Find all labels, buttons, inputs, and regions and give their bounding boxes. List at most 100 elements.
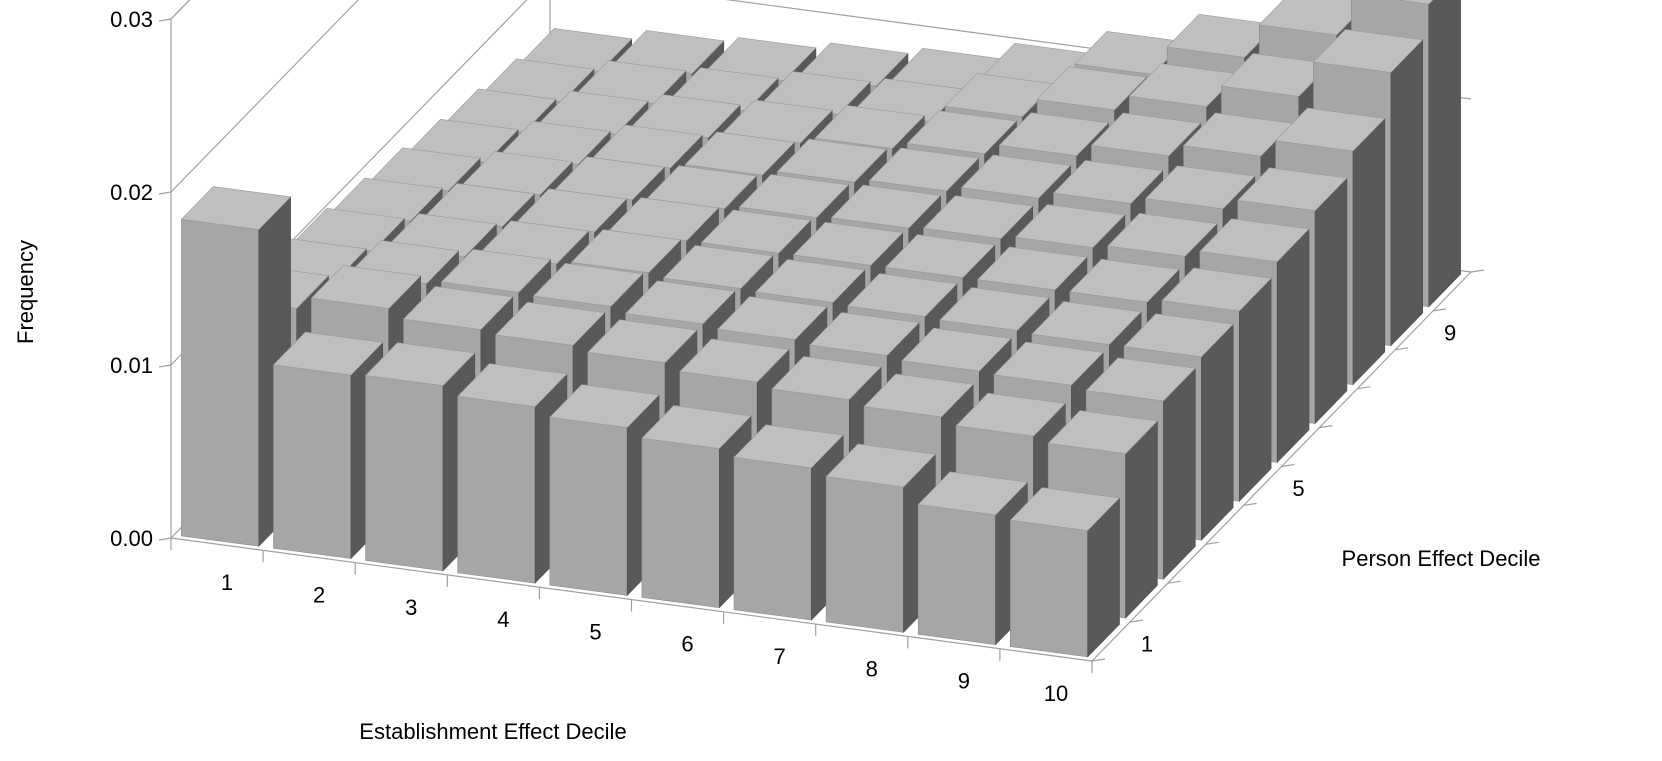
bar-top-face	[1274, 107, 1386, 152]
x-tick-label: 6	[681, 632, 693, 657]
z-tick-label: 0.01	[110, 353, 153, 378]
y-tick-mark	[1319, 425, 1333, 429]
bar-top-face	[1014, 204, 1126, 248]
bar-top-face	[792, 221, 904, 266]
bar-top-face	[570, 229, 682, 273]
bar-top-face	[1047, 410, 1159, 455]
y-tick-mark	[1167, 580, 1181, 584]
bar-front-face	[1009, 519, 1088, 658]
bar-top-face	[1052, 160, 1164, 204]
z-axis-title: Frequency	[13, 240, 38, 344]
x-tick-label: 5	[589, 619, 601, 644]
y-tick-label: 1	[1141, 632, 1153, 657]
bar-front-face	[825, 476, 904, 633]
bars-layer	[180, 0, 1461, 658]
bar-side-face	[1163, 367, 1196, 580]
bar-side-face	[1314, 177, 1348, 425]
bar-top-face	[960, 154, 1072, 199]
bar-top-face	[771, 356, 882, 400]
z-tick-mark	[158, 18, 172, 22]
bar-front-face	[181, 218, 260, 547]
bar-top-face	[1085, 357, 1196, 402]
bar-side-face	[1276, 228, 1310, 464]
side-gridline	[170, 0, 359, 193]
bar-top-face	[641, 405, 752, 449]
y-tick-mark	[1091, 658, 1106, 662]
bar-top-face	[1090, 112, 1202, 157]
bar-top-face	[494, 301, 606, 346]
bar-front-face	[365, 375, 444, 572]
labels-layer: Frequency Establishment Effect Decile Pe…	[13, 7, 1540, 744]
bar-top-face	[310, 265, 422, 309]
bar-front-face	[549, 416, 628, 596]
side-gridline	[170, 0, 191, 20]
bar-top-face	[1161, 267, 1272, 312]
bar-top-face	[717, 296, 828, 340]
bar-top-face	[901, 327, 1012, 372]
bar-top-face	[1312, 29, 1424, 73]
bar-top-face	[809, 312, 920, 356]
z-tick-mark	[158, 364, 172, 368]
bar-top-face	[917, 471, 1029, 516]
bar-side-face	[1125, 420, 1158, 619]
side-wall-top-edge	[170, 0, 191, 20]
y-axis-title: Person Effect Decile	[1342, 546, 1541, 571]
bar-top-face	[1199, 218, 1310, 263]
bar-top-face	[1036, 66, 1148, 111]
x-tick-label: 10	[1044, 681, 1068, 706]
y-tick-mark	[1470, 269, 1485, 273]
bar-top-face	[1123, 313, 1234, 358]
y-tick-mark	[1281, 463, 1295, 468]
y-tick-label: 5	[1292, 476, 1304, 501]
y-tick-mark	[1129, 619, 1143, 623]
x-tick-label: 9	[958, 669, 970, 694]
bar-side-face	[1239, 277, 1272, 503]
bar-top-face	[998, 112, 1110, 157]
y-tick-mark	[1243, 502, 1257, 506]
x-tick-label: 1	[221, 570, 233, 595]
y-tick-mark	[1357, 386, 1371, 390]
bar-top-face	[868, 147, 980, 192]
bar-top-face	[906, 110, 1018, 155]
bar-top-face	[532, 262, 644, 307]
bar-top-face	[624, 280, 736, 325]
bar-top-face	[700, 209, 812, 254]
bar-side-face	[1390, 38, 1423, 347]
bar-top-face	[402, 286, 514, 330]
bar-front-face	[641, 437, 720, 609]
bar-top-face	[662, 245, 774, 289]
bar-front-face	[273, 364, 352, 559]
bar-top-face	[738, 174, 850, 218]
z-tick-mark	[158, 191, 172, 195]
bar-top-face	[272, 331, 384, 376]
bar-front-face	[917, 504, 996, 645]
z-tick-mark	[158, 537, 172, 541]
bar-front-face	[457, 395, 536, 584]
bar-top-face	[587, 319, 698, 364]
bar-top-face	[733, 424, 844, 469]
bar-top-face	[1107, 212, 1218, 257]
bar-top-face	[1237, 167, 1348, 212]
bar-top-face	[884, 234, 996, 278]
x-tick-label: 2	[313, 582, 325, 607]
x-tick-label: 4	[497, 607, 509, 632]
bar-10-1	[1009, 487, 1121, 658]
bar-top-face	[825, 443, 936, 488]
bar-top-face	[684, 131, 795, 176]
bar-3-1	[364, 342, 476, 572]
bar-top-face	[1396, 0, 1434, 5]
bar-top-face	[939, 287, 1050, 331]
bar-top-face	[814, 105, 925, 149]
bar-top-face	[1144, 165, 1256, 210]
bar-side-face	[1352, 117, 1386, 386]
y-tick-mark	[1395, 347, 1409, 351]
bar-top-face	[364, 342, 476, 387]
bar-top-face	[754, 259, 866, 303]
bar-top-face	[863, 373, 974, 418]
bar-top-face	[993, 341, 1104, 386]
x-tick-label: 3	[405, 595, 417, 620]
x-tick-label: 7	[774, 644, 786, 669]
bar-side-face	[1428, 0, 1461, 308]
bar-top-face	[1069, 258, 1180, 303]
